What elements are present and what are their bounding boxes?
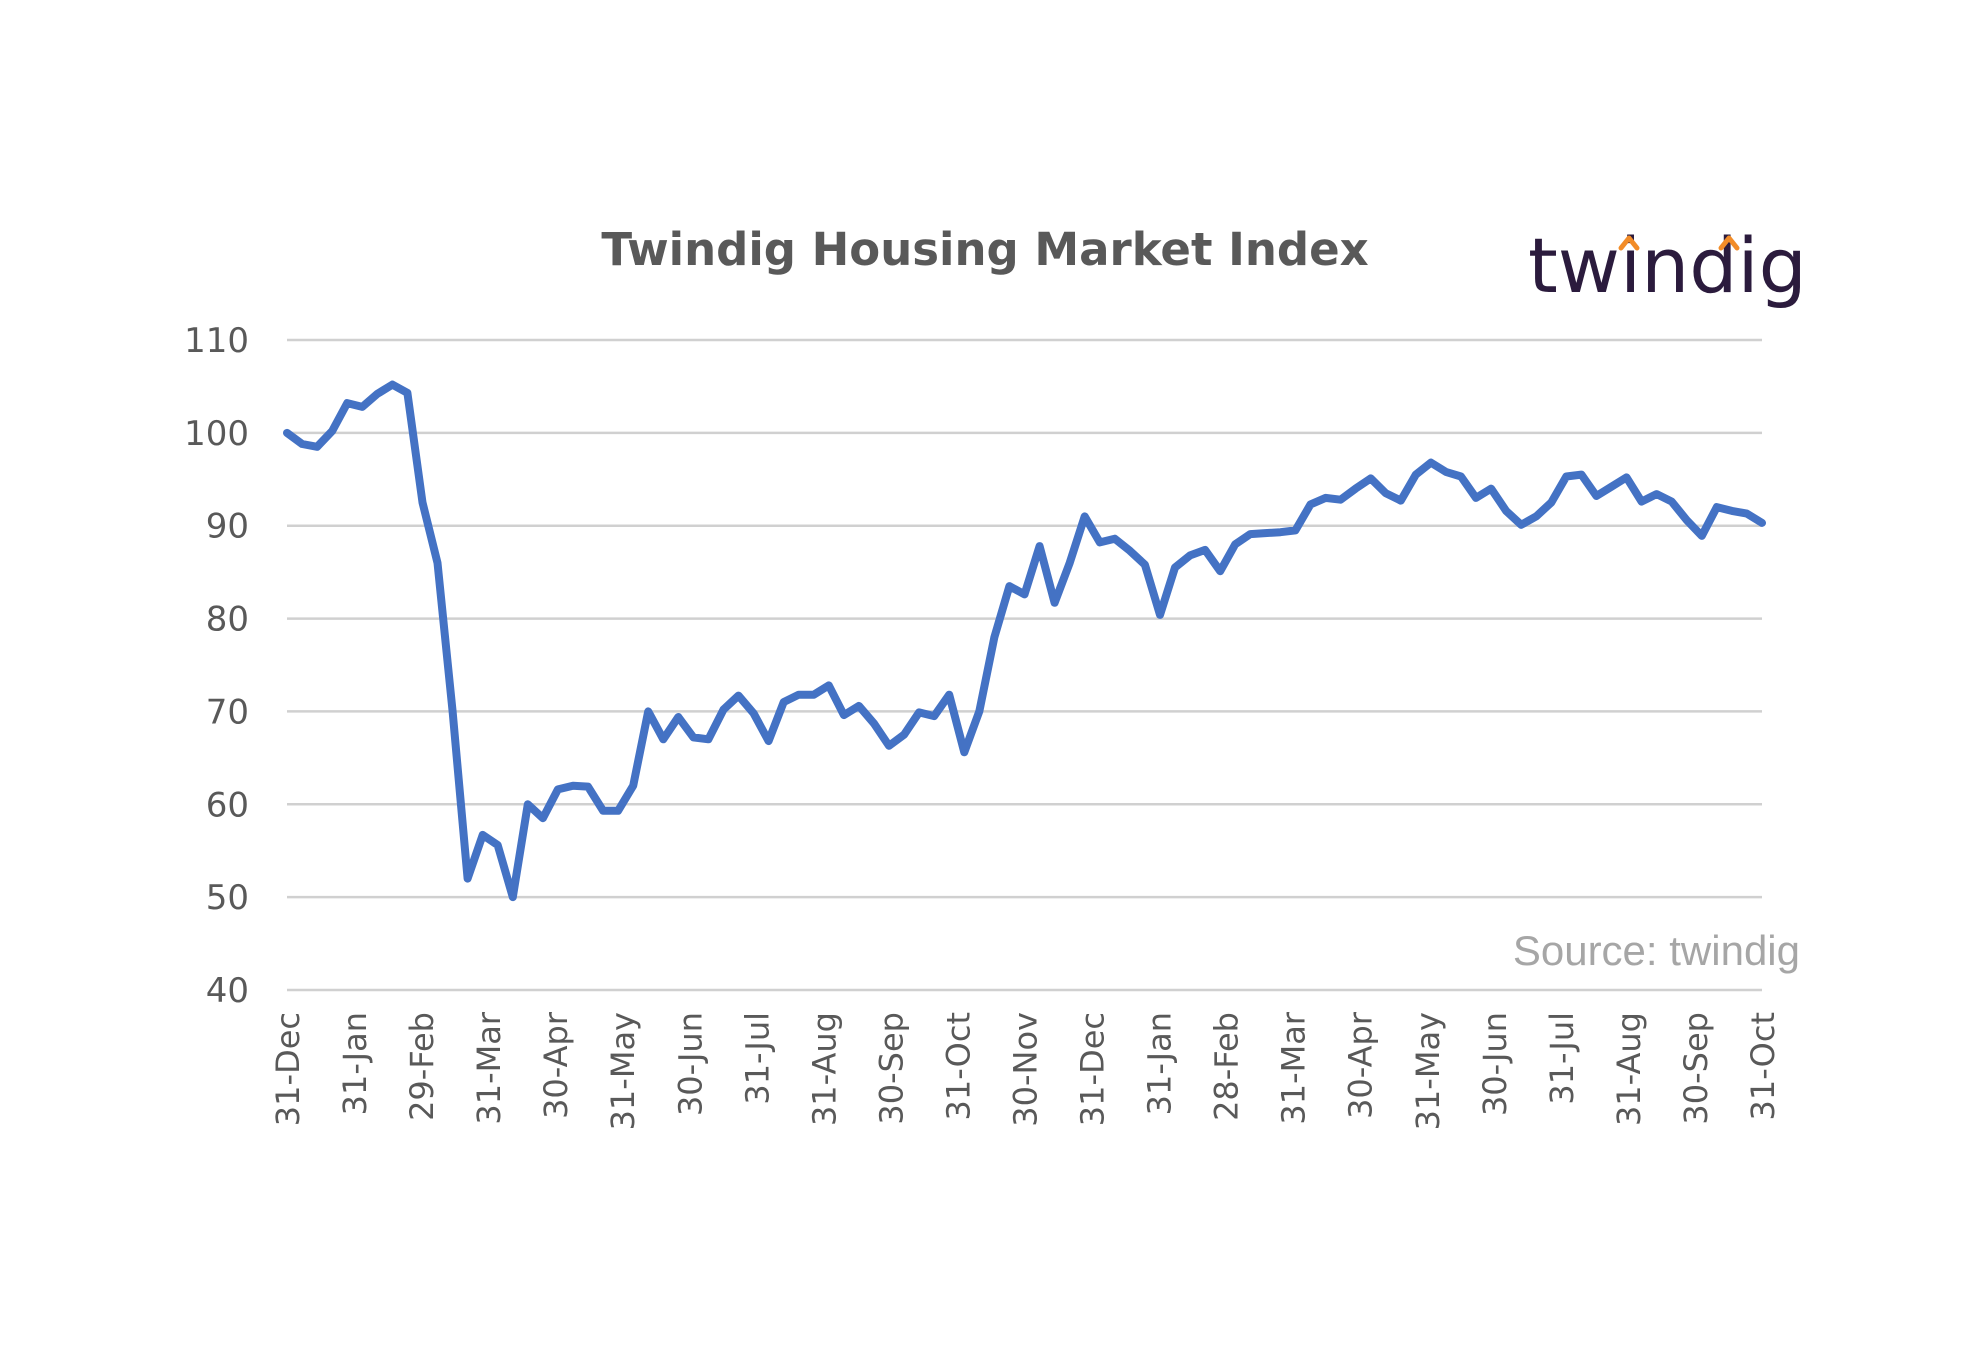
source-note: Source: twindig xyxy=(1513,927,1800,974)
x-tick-label: 31-Oct xyxy=(1744,1012,1782,1120)
logo-text: twindig xyxy=(1528,221,1807,310)
x-tick-label: 29-Feb xyxy=(403,1012,441,1121)
y-axis-ticks: 40 50 60 70 80 90 100 110 xyxy=(184,321,249,1011)
x-tick-label: 30-Nov xyxy=(1007,1012,1045,1127)
x-tick-label: 31-Jul xyxy=(738,1012,776,1105)
x-tick-label: 28-Feb xyxy=(1208,1012,1246,1121)
y-tick-label: 60 xyxy=(206,785,249,825)
chart-title: Twindig Housing Market Index xyxy=(601,223,1368,276)
series-layer xyxy=(283,380,1766,902)
y-tick-label: 100 xyxy=(184,414,249,454)
x-tick-label: 31-Dec xyxy=(269,1012,307,1126)
x-tick-label: 30-Sep xyxy=(1677,1012,1715,1125)
x-tick-label: 31-Oct xyxy=(939,1012,977,1120)
y-tick-label: 50 xyxy=(206,878,249,918)
x-tick-label: 31-Mar xyxy=(1275,1011,1313,1124)
x-tick-label: 31-Jan xyxy=(336,1012,374,1115)
x-axis-ticks: 31-Dec 31-Jan 29-Feb 31-Mar 30-Apr 31-May 30-J… xyxy=(269,1011,1782,1130)
x-tick-label: 30-Jun xyxy=(671,1012,709,1116)
x-tick-label: 30-Sep xyxy=(872,1012,910,1125)
y-tick-label: 90 xyxy=(206,507,249,547)
x-tick-label: 31-Jul xyxy=(1543,1012,1581,1105)
x-tick-label: 31-Mar xyxy=(470,1011,508,1124)
x-tick-label: 30-Apr xyxy=(1342,1011,1380,1119)
x-tick-label: 31-Jan xyxy=(1141,1012,1179,1115)
x-tick-label: 31-Dec xyxy=(1074,1012,1112,1126)
x-tick-label: 31-May xyxy=(604,1012,642,1130)
logo-accent-icon-2 xyxy=(1718,235,1740,251)
x-tick-label: 30-Jun xyxy=(1476,1012,1514,1116)
y-tick-label: 80 xyxy=(206,600,249,640)
logo-accent-icon xyxy=(1618,235,1640,251)
x-tick-label: 31-Aug xyxy=(1610,1012,1648,1126)
y-tick-label: 70 xyxy=(206,692,249,732)
x-tick-label: 31-Aug xyxy=(805,1012,843,1126)
x-tick-label: 30-Apr xyxy=(537,1011,575,1119)
twindig-logo: twindig xyxy=(1528,221,1807,310)
series-line-0 xyxy=(283,380,1766,902)
y-tick-label: 110 xyxy=(184,321,249,361)
y-tick-label: 40 xyxy=(206,971,249,1011)
x-tick-label: 31-May xyxy=(1409,1012,1447,1130)
